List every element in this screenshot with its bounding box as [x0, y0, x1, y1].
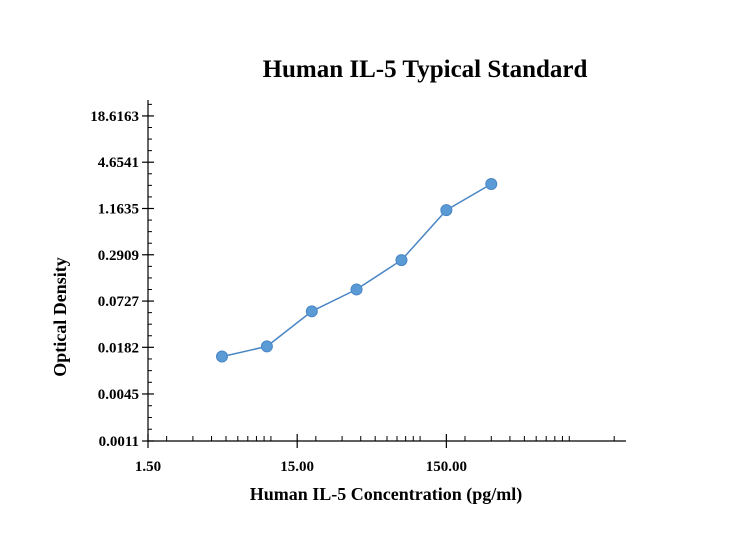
- data-point: [440, 204, 453, 217]
- x-tick-label: 150.00: [426, 459, 467, 475]
- data-point: [215, 350, 228, 363]
- x-axis-title: Human IL-5 Concentration (pg/ml): [250, 484, 523, 505]
- y-tick-label: 1.1635: [98, 201, 139, 217]
- chart-title: Human IL-5 Typical Standard: [263, 56, 588, 83]
- x-axis: 1.50 15.00 150.00: [135, 434, 626, 475]
- y-tick-label: 18.6163: [90, 109, 139, 125]
- y-tick-label: 0.0045: [98, 387, 139, 403]
- data-point: [305, 305, 318, 318]
- y-axis: 0.0011 0.0045 0.0182 0.0727 0.2909 1.1635 4.65…: [90, 100, 154, 450]
- data-point: [260, 340, 273, 353]
- data-point: [350, 283, 363, 296]
- y-tick-label: 0.0182: [98, 340, 139, 356]
- y-axis-title: Optical Density: [50, 257, 70, 377]
- data-point: [485, 178, 498, 191]
- y-tick-label: 0.0011: [99, 434, 139, 450]
- y-tick-label: 0.0727: [98, 294, 140, 310]
- y-tick-label: 4.6541: [98, 155, 139, 171]
- x-tick-label: 15.00: [280, 459, 314, 475]
- plot-area: [215, 178, 498, 363]
- x-tick-label: 1.50: [135, 459, 161, 475]
- data-point: [395, 254, 408, 267]
- y-tick-label: 0.2909: [98, 248, 139, 264]
